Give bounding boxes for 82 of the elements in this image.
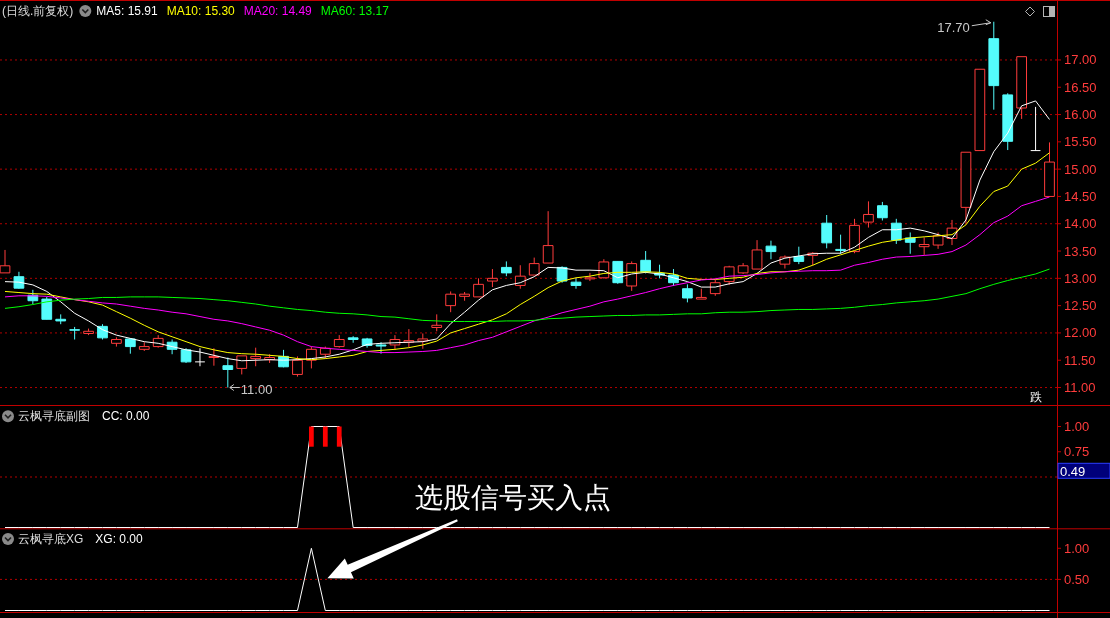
text: MA60: 13.17 xyxy=(320,4,390,18)
line-series xyxy=(4,196,1050,354)
candlestick xyxy=(431,313,443,332)
candlestick xyxy=(222,357,234,389)
annotation: 选股信号买入点 xyxy=(415,481,612,513)
y-tick-label: 0.50 xyxy=(1064,571,1090,587)
candlestick xyxy=(863,200,874,229)
y-tick-label: 12.00 xyxy=(1064,325,1097,341)
chart-title: (日线.前复权) xyxy=(2,4,74,18)
text: MA10: 15.30 xyxy=(166,4,236,18)
candlestick xyxy=(835,234,846,255)
candlestick xyxy=(904,231,916,255)
candlestick xyxy=(208,347,220,367)
candlestick xyxy=(69,326,81,340)
candlestick xyxy=(542,210,554,264)
chart-title: 云枫寻底副图 xyxy=(18,409,90,424)
candlestick xyxy=(528,257,540,276)
candlestick xyxy=(333,334,345,349)
candlestick xyxy=(682,283,693,303)
y-tick-label: 14.50 xyxy=(1064,188,1097,204)
annotation: 17.70 xyxy=(937,19,970,35)
annotation: 跌 xyxy=(1030,390,1042,404)
line-series xyxy=(4,268,1050,322)
y-tick-label: 16.00 xyxy=(1064,107,1097,123)
candlestick xyxy=(83,328,94,336)
text: 0.49 xyxy=(1060,463,1086,479)
candlestick xyxy=(751,239,763,270)
candlestick xyxy=(250,347,262,367)
candlestick xyxy=(988,21,1000,111)
candlestick xyxy=(765,240,777,260)
candlestick xyxy=(932,231,944,250)
candlestick xyxy=(55,313,67,325)
candlestick xyxy=(459,291,470,302)
candlestick xyxy=(487,268,498,288)
candlestick xyxy=(570,277,582,290)
candlestick xyxy=(292,355,303,378)
candlestick xyxy=(138,341,150,352)
line-series xyxy=(4,100,1050,362)
y-tick-label: 14.00 xyxy=(1064,216,1097,232)
y-tick-label: 1.00 xyxy=(1064,540,1090,556)
candlestick xyxy=(473,277,484,298)
candlestick xyxy=(640,250,651,274)
candlestick xyxy=(445,290,457,313)
y-tick-label: 16.50 xyxy=(1064,79,1097,95)
candlestick xyxy=(974,68,986,152)
candlestick xyxy=(180,347,192,364)
candlestick xyxy=(877,201,888,221)
y-tick-label: 15.00 xyxy=(1064,161,1097,177)
candlestick xyxy=(737,262,749,275)
y-tick-label: 17.00 xyxy=(1064,52,1097,68)
candlestick xyxy=(1030,106,1041,152)
y-tick-label: 11.00 xyxy=(1064,380,1096,396)
candlestick xyxy=(124,337,136,355)
candlestick xyxy=(918,236,930,256)
y-tick-label: 13.50 xyxy=(1064,243,1097,259)
candlestick xyxy=(1002,92,1014,151)
y-tick-label: 12.50 xyxy=(1064,298,1097,314)
y-tick-label: 0.75 xyxy=(1064,444,1090,460)
line-series xyxy=(4,152,1050,361)
annotation: 11.00 xyxy=(240,381,273,397)
y-tick-label: 11.50 xyxy=(1064,352,1096,368)
y-tick-label: 1.00 xyxy=(1064,419,1090,434)
text: MA20: 14.49 xyxy=(243,4,313,18)
text: MA5: 15.91 xyxy=(96,4,159,18)
candlestick xyxy=(500,260,512,277)
chart-title: 云枫寻底XG xyxy=(18,532,84,546)
candlestick xyxy=(1044,141,1055,197)
candlestick xyxy=(960,151,972,224)
candlestick xyxy=(849,218,860,254)
text: CC: 0.00 xyxy=(102,409,150,424)
candlestick xyxy=(403,328,415,348)
candlestick xyxy=(41,296,53,320)
y-tick-label: 15.50 xyxy=(1064,134,1097,150)
candlestick xyxy=(111,336,122,348)
text: XG: 0.00 xyxy=(95,532,144,546)
candlestick xyxy=(236,355,248,375)
y-tick-label: 13.00 xyxy=(1064,270,1097,286)
candlestick xyxy=(821,214,833,249)
candlestick xyxy=(695,288,707,300)
candlestick xyxy=(347,335,359,344)
candlestick xyxy=(1016,56,1028,120)
candlestick xyxy=(793,246,805,265)
